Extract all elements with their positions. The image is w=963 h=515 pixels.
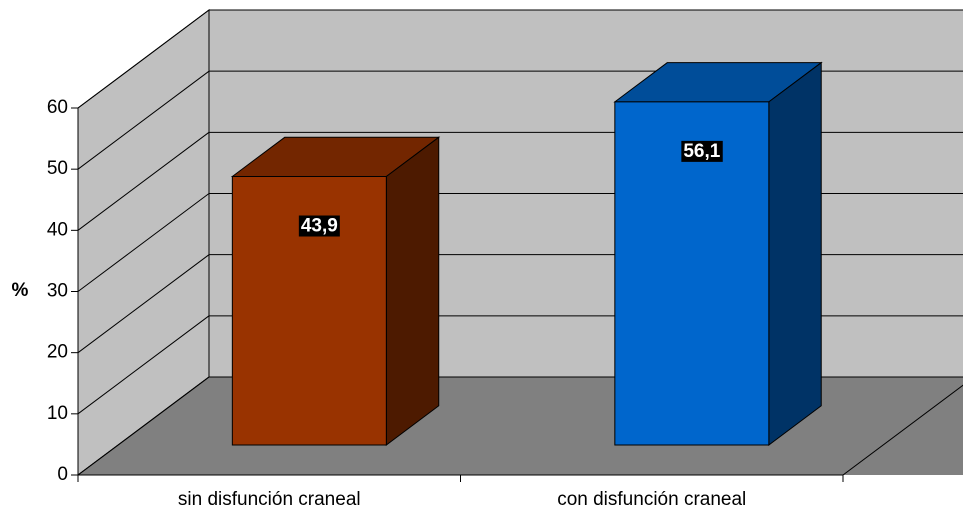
value-label-bg — [298, 215, 340, 237]
bar-side — [768, 61, 822, 447]
y-tick-label: 60 — [47, 97, 68, 118]
y-tick-label: 20 — [47, 342, 68, 363]
value-label: 43,9 — [301, 216, 338, 237]
value-label: 56,1 — [683, 141, 720, 162]
y-tick-label: 10 — [47, 403, 68, 424]
grid-line — [77, 193, 210, 292]
grid-line — [77, 376, 210, 476]
y-tick-label: 50 — [47, 158, 68, 179]
grid-line — [77, 70, 210, 170]
grid-line — [77, 315, 210, 415]
y-tick-label: 30 — [47, 281, 68, 302]
y-tick-label: 0 — [57, 464, 68, 485]
bar-side — [385, 136, 440, 447]
y-tick-label: 40 — [47, 219, 68, 240]
grid-line — [77, 131, 210, 231]
floor-edge — [76, 376, 963, 476]
bar — [614, 101, 770, 446]
value-label-bg — [681, 140, 723, 162]
y-axis-label: % — [12, 280, 29, 301]
x-tick-label: con disfunción craneal — [557, 489, 746, 510]
grid-line — [77, 254, 210, 354]
bar — [231, 175, 387, 446]
x-tick-label: sin disfunción craneal — [178, 489, 361, 510]
grid-line — [77, 9, 210, 109]
